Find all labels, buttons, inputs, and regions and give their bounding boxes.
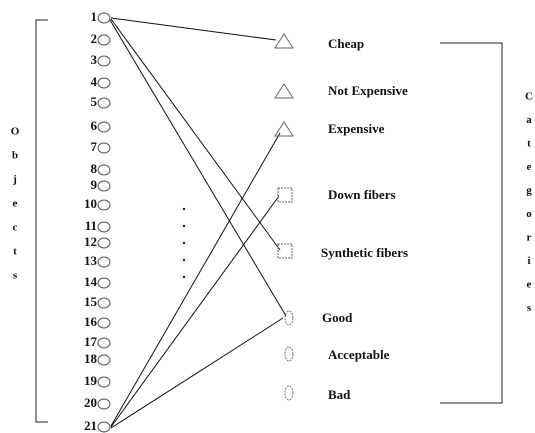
object-node (97, 55, 111, 67)
side-letter: r (527, 232, 532, 244)
category-label: Not Expensive (328, 83, 408, 98)
right-bracket (440, 42, 503, 404)
object-node (97, 97, 111, 109)
object-label: 12 (84, 234, 97, 249)
side-letter: j (12, 174, 17, 186)
category-label: Expensive (328, 121, 385, 136)
object-label: 14 (84, 274, 98, 289)
category-label: Bad (328, 387, 351, 402)
object-node (97, 297, 111, 309)
object-label: 21 (84, 418, 97, 433)
category-label: Cheap (328, 36, 364, 51)
category-node (277, 187, 293, 203)
side-letter: a (526, 114, 532, 126)
side-letter: s (13, 270, 18, 282)
side-letter: e (527, 279, 532, 291)
object-node (97, 421, 111, 433)
side-letter: g (526, 185, 532, 197)
category-label: Good (322, 310, 353, 325)
ellipsis (182, 207, 186, 279)
edges (109, 17, 287, 429)
object-label: 16 (84, 314, 98, 329)
category-node (274, 33, 294, 49)
side-letter: s (527, 302, 532, 314)
object-label: 8 (91, 161, 98, 176)
object-node (97, 77, 111, 89)
object-node (97, 256, 111, 268)
side-letter: b (12, 150, 18, 162)
object-label: 9 (91, 177, 98, 192)
object-node (97, 121, 111, 133)
object-label: 19 (84, 373, 98, 388)
category-label: Synthetic fibers (321, 245, 408, 260)
category-node (274, 83, 294, 99)
side-letter: i (527, 255, 530, 267)
side-letter: C (525, 91, 533, 103)
object-node (97, 277, 111, 289)
side-letter: o (526, 208, 532, 220)
object-label: 2 (91, 31, 98, 46)
object-label: 7 (91, 139, 98, 154)
object-node (97, 237, 111, 249)
object-label: 18 (84, 351, 98, 366)
object-node (97, 376, 111, 388)
object-label: 6 (91, 118, 98, 133)
category-node (284, 346, 294, 362)
object-node (97, 221, 111, 233)
side-letter: t (527, 138, 531, 150)
object-node (97, 34, 111, 46)
object-label: 5 (91, 94, 98, 109)
left-bracket (35, 19, 48, 423)
side-letter: O (11, 126, 20, 138)
object-label: 20 (84, 395, 97, 410)
object-label: 4 (91, 74, 98, 89)
category-label: Acceptable (328, 347, 390, 362)
object-node (97, 337, 111, 349)
object-node (97, 199, 111, 211)
object-node (97, 164, 111, 176)
object-label: 1 (91, 9, 98, 24)
object-node (97, 12, 111, 24)
side-letter: c (13, 222, 18, 234)
side-letter: t (13, 246, 17, 258)
object-label: 15 (84, 294, 98, 309)
object-label: 3 (91, 52, 98, 67)
object-label: 13 (84, 253, 98, 268)
object-label: 11 (85, 218, 97, 233)
category-node (284, 385, 294, 401)
object-node (97, 398, 111, 410)
category-node (274, 121, 294, 137)
object-label: 10 (84, 196, 97, 211)
category-label: Down fibers (328, 187, 396, 202)
side-letter: e (13, 198, 18, 210)
object-node (97, 354, 111, 366)
object-node (97, 180, 111, 192)
category-node (284, 310, 294, 326)
object-node (97, 142, 111, 154)
object-label: 17 (84, 334, 98, 349)
object-node (97, 317, 111, 329)
side-letter: e (527, 161, 532, 173)
category-node (277, 243, 293, 259)
